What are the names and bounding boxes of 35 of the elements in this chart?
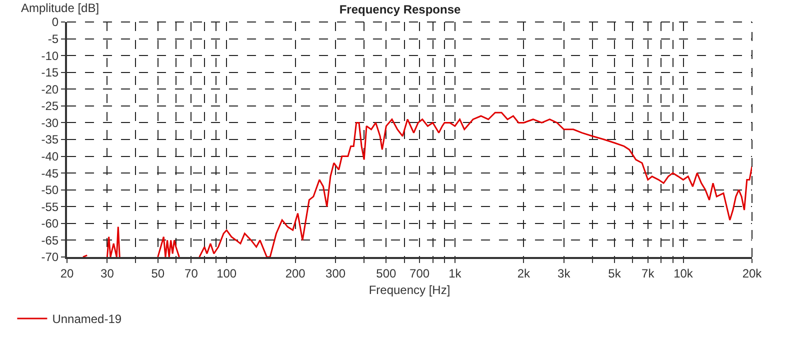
x-tick-label: 3k bbox=[558, 266, 572, 280]
x-tick-label: 100 bbox=[216, 266, 237, 280]
y-tick-label: -15 bbox=[41, 66, 59, 80]
y-tick-label: -55 bbox=[41, 200, 59, 214]
x-tick-label: 50 bbox=[151, 266, 165, 280]
y-tick-label: -25 bbox=[41, 99, 59, 114]
y-tick-label: -50 bbox=[41, 183, 59, 198]
x-tick-label: 7k bbox=[642, 266, 656, 280]
y-tick-label: -40 bbox=[41, 149, 59, 164]
x-tick-label: 200 bbox=[285, 266, 306, 280]
y-tick-label: -20 bbox=[41, 82, 59, 96]
y-tick-label: -30 bbox=[41, 116, 59, 130]
x-tick-label: 700 bbox=[410, 266, 430, 280]
x-tick-label: 500 bbox=[376, 266, 397, 280]
x-tick-label: 2k bbox=[517, 266, 531, 280]
x-tick-label: 1k bbox=[448, 266, 462, 280]
y-tick-label: 0 bbox=[52, 15, 59, 30]
x-tick-label: 70 bbox=[184, 266, 198, 280]
y-tick-label: -70 bbox=[41, 250, 59, 264]
y-tick-label: -65 bbox=[41, 233, 59, 248]
x-tick-label: 10k bbox=[674, 266, 694, 280]
y-tick-label: -10 bbox=[41, 48, 59, 63]
x-tick-label: 20k bbox=[742, 266, 763, 280]
y-tick-label: -35 bbox=[41, 132, 59, 147]
legend-label: Unnamed-19 bbox=[52, 312, 122, 326]
chart-title: Frequency Response bbox=[339, 2, 462, 17]
y-tick-label: -5 bbox=[48, 32, 59, 46]
x-tick-label: 5k bbox=[608, 266, 622, 280]
x-axis-title: Frequency [Hz] bbox=[368, 282, 450, 297]
x-tick-label: 30 bbox=[100, 266, 114, 280]
y-axis-title: Amplitude [dB] bbox=[21, 1, 100, 15]
y-tick-label: -45 bbox=[41, 166, 59, 180]
y-tick-label: -60 bbox=[41, 216, 59, 231]
x-tick-label: 300 bbox=[326, 266, 346, 280]
x-tick-label: 20 bbox=[60, 266, 74, 280]
